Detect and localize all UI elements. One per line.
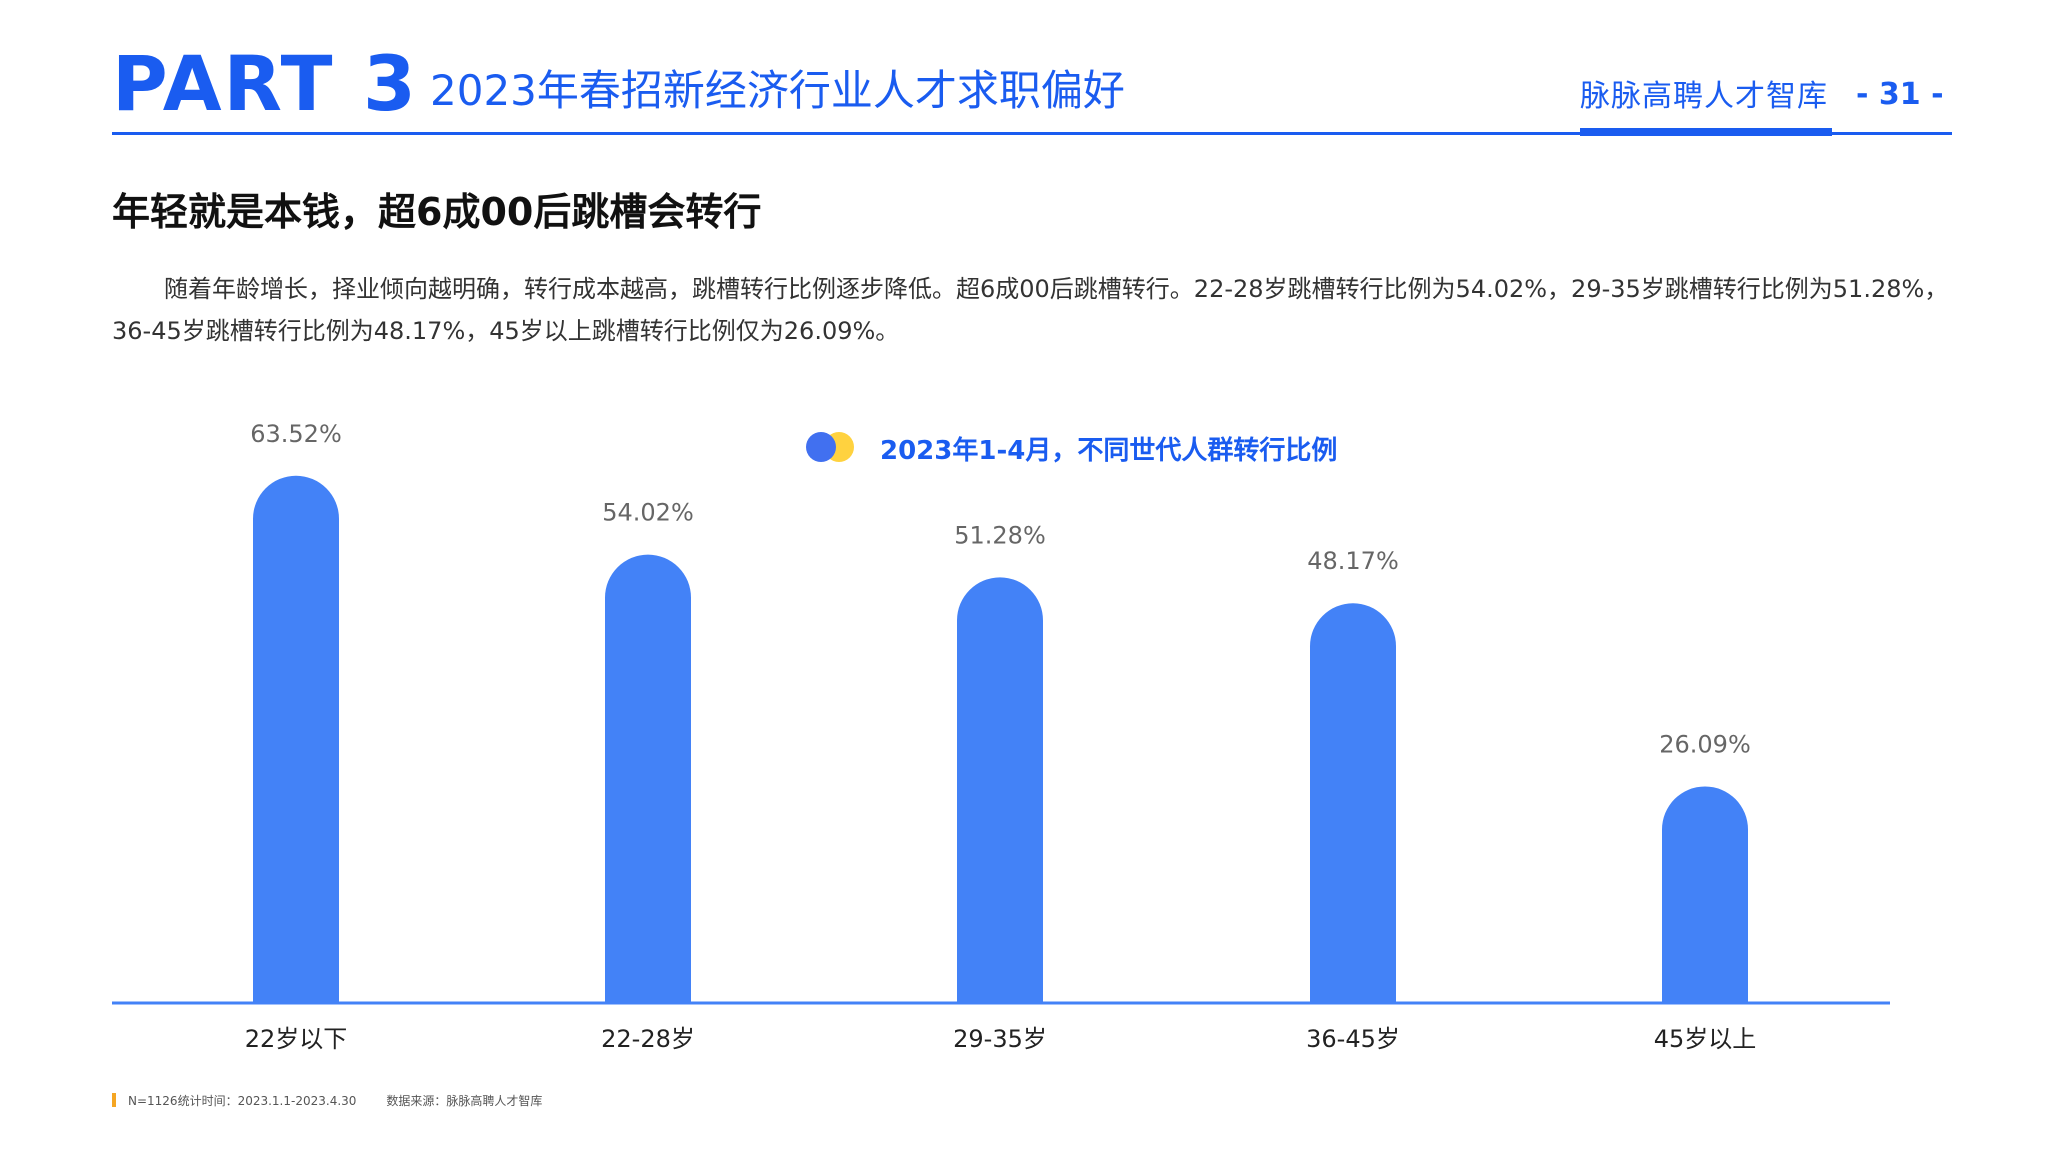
- data-label-1: 63.52%: [250, 420, 342, 448]
- data-label-5: 26.09%: [1659, 730, 1751, 758]
- bar-5: [1662, 786, 1748, 1003]
- section-headline: 年轻就是本钱，超6成00后跳槽会转行: [112, 190, 762, 234]
- header-divider: [112, 132, 1952, 135]
- data-label-4: 48.17%: [1307, 547, 1399, 575]
- x-tick-label-1: 22岁以下: [245, 1025, 348, 1053]
- body-paragraph: 随着年龄增长，择业倾向越明确，转行成本越高，跳槽转行比例逐步降低。超6成00后跳…: [112, 275, 1949, 345]
- brand-name: 脉脉高聘人才智库: [1580, 79, 1828, 114]
- legend-blue-dot: [806, 432, 836, 462]
- data-label-3: 51.28%: [954, 521, 1046, 549]
- chart-title: 2023年1-4月，不同世代人群转行比例: [880, 435, 1338, 466]
- part-label: PART 3: [112, 39, 418, 128]
- header-divider-accent: [1580, 128, 1832, 136]
- bar-4: [1310, 603, 1396, 1003]
- bar-3: [957, 577, 1043, 1003]
- footnote: N=1126统计时间：2023.1.1-2023.4.30 数据来源：脉脉高聘人…: [112, 1092, 542, 1108]
- footnote-marker: [112, 1093, 116, 1107]
- x-tick-label-5: 45岁以上: [1654, 1025, 1757, 1053]
- page-number: - 31 -: [1856, 77, 1944, 112]
- part-title: 2023年春招新经济行业人才求职偏好: [430, 66, 1125, 115]
- x-tick-label-2: 22-28岁: [601, 1025, 695, 1053]
- bar-1: [253, 475, 339, 1003]
- data-label-2: 54.02%: [602, 499, 694, 527]
- footnote-sample: N=1126统计时间：2023.1.1-2023.4.30: [128, 1093, 357, 1108]
- footnote-source: 数据来源：脉脉高聘人才智库: [386, 1093, 543, 1108]
- x-tick-label-4: 36-45岁: [1306, 1025, 1400, 1053]
- chart-legend: 2023年1-4月，不同世代人群转行比例: [806, 428, 1337, 468]
- legend-dots-icon: [806, 432, 856, 464]
- bar-2: [605, 554, 691, 1003]
- x-tick-label-3: 29-35岁: [953, 1025, 1047, 1053]
